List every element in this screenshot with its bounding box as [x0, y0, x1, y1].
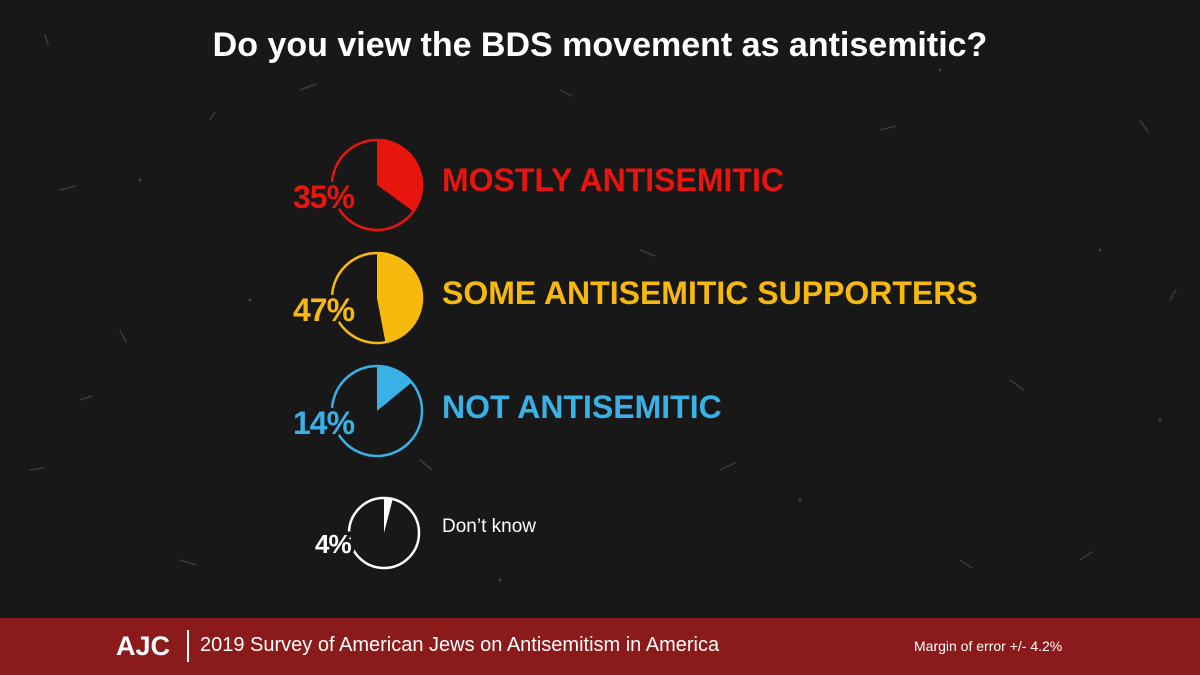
pie-3: 14% NOT ANTISEMITIC	[290, 364, 722, 458]
pie-chart-group: 35% MOSTLY ANTISEMITIC 47% SOME ANTISEMITIC…	[290, 138, 978, 570]
pie-slice	[377, 140, 423, 212]
pie-slice	[377, 253, 422, 343]
background-texture	[29, 34, 1177, 582]
category-label: NOT ANTISEMITIC	[442, 389, 722, 425]
pie-1: 35% MOSTLY ANTISEMITIC	[290, 138, 784, 232]
margin-of-error: Margin of error +/- 4.2%	[914, 638, 1063, 654]
category-label: Don’t know	[442, 516, 536, 537]
category-label: SOME ANTISEMITIC SUPPORTERS	[442, 275, 978, 311]
footer-divider	[187, 630, 189, 662]
pie-percent-label: 47%	[293, 292, 355, 328]
survey-title: 2019 Survey of American Jews on Antisemi…	[200, 634, 720, 656]
chart-title: Do you view the BDS movement as antisemi…	[212, 26, 988, 64]
category-label: MOSTLY ANTISEMITIC	[442, 162, 784, 198]
footer-bar: AJC 2019 Survey of American Jews on Anti…	[0, 618, 1200, 675]
pie-slice	[384, 498, 393, 533]
ajc-logo: AJC	[116, 631, 171, 661]
pie-percent-label: 35%	[293, 179, 355, 215]
pie-slice	[377, 366, 412, 411]
pie-percent-label: 14%	[293, 405, 355, 441]
pie-4: 4% Don’t know	[312, 496, 536, 570]
pie-2: 47% SOME ANTISEMITIC SUPPORTERS	[290, 251, 978, 345]
pie-percent-label: 4%	[315, 529, 351, 559]
